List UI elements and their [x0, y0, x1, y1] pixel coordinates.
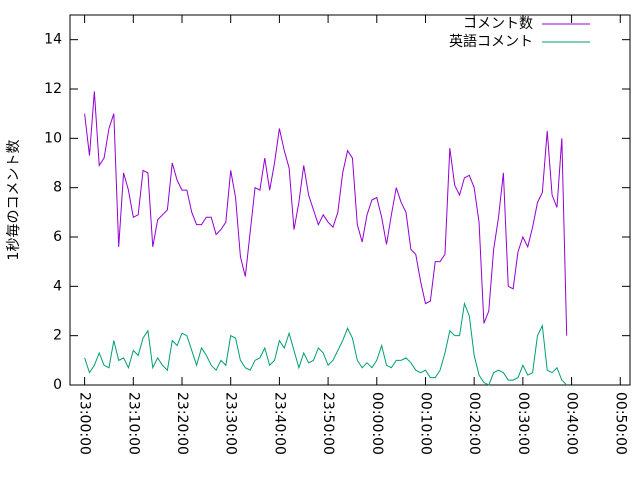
- y-tick-label: 14: [44, 32, 62, 48]
- y-tick-label: 8: [53, 180, 62, 196]
- x-tick-label: 00:20:00: [466, 392, 482, 455]
- y-tick-label: 2: [53, 328, 62, 344]
- legend-label: 英語コメント: [449, 33, 533, 50]
- x-tick-label: 23:30:00: [223, 392, 239, 455]
- x-tick-label: 23:20:00: [174, 392, 190, 455]
- x-tick-label: 23:50:00: [320, 392, 336, 455]
- x-tick-label: 00:50:00: [612, 392, 628, 455]
- y-tick-label: 4: [53, 278, 62, 294]
- y-tick-label: 0: [53, 377, 62, 393]
- y-tick-label: 10: [44, 130, 62, 146]
- y-tick-label: 12: [44, 81, 62, 97]
- x-tick-label: 23:10:00: [125, 392, 141, 455]
- x-tick-label: 00:00:00: [369, 392, 385, 455]
- legend-label: コメント数: [463, 16, 533, 32]
- y-tick-label: 6: [53, 229, 62, 245]
- x-tick-label: 00:10:00: [417, 392, 433, 455]
- series-line: [84, 91, 568, 336]
- y-axis-label: 1秒毎のコメント数: [6, 140, 22, 261]
- x-tick-label: 23:40:00: [271, 392, 287, 455]
- plot-frame: [69, 14, 631, 386]
- x-tick-label: 00:40:00: [564, 392, 580, 455]
- x-tick-label: 23:00:00: [77, 392, 93, 455]
- series-line: [84, 301, 568, 386]
- x-tick-label: 00:30:00: [515, 392, 531, 455]
